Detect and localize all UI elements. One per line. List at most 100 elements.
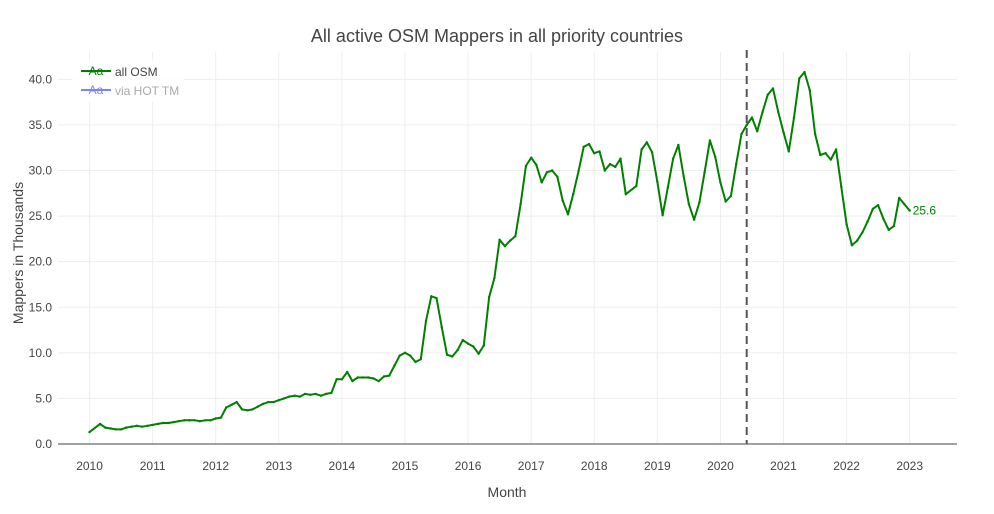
x-axis-title: Month [488,484,527,500]
data-point [261,402,265,406]
data-point [750,116,754,119]
data-point [740,132,743,136]
legend-swatch-glyph-all-osm: Aa [89,64,104,78]
data-point [230,403,233,406]
legend-swatch-glyph-via-hot-tm: Aa [89,83,104,97]
data-point [666,186,669,189]
data-point [798,77,801,80]
data-point [903,203,906,206]
data-point [577,170,580,173]
data-point [771,87,775,90]
y-tick-label: 25.0 [29,209,53,223]
data-point [440,326,443,329]
data-point [351,379,354,383]
data-point [225,406,228,409]
data-point [356,376,359,379]
data-point [125,426,128,429]
data-point [466,342,470,345]
data-point [829,158,832,161]
data-point [608,162,612,166]
data-point [319,394,323,397]
data-point [309,393,312,396]
data-point [456,348,459,352]
data-point [277,399,280,402]
data-point [172,420,175,424]
x-tick-label: 2019 [644,459,671,473]
data-point [282,397,286,400]
y-tick-label: 5.0 [35,391,52,405]
data-point [409,354,412,357]
data-point [840,185,843,189]
data-point [482,344,485,347]
data-point [214,417,217,420]
data-point [561,199,564,202]
legend-item-all-osm[interactable]: Aa all OSM [81,64,158,79]
data-point [298,395,301,398]
data-point [556,175,559,179]
data-point [240,408,244,411]
data-point [656,180,659,183]
data-point [367,376,370,379]
x-axis-ticks: 2010 2011 2012 2013 2014 2015 2016 2017 2018 2019… [76,459,923,473]
data-point [382,375,386,378]
legend-label-all-osm: all OSM [115,65,158,79]
data-point [314,392,317,396]
data-point [766,93,769,97]
data-point [256,405,259,408]
end-value-label-group: 25.6 [913,204,937,218]
data-point [698,201,701,204]
data-point [719,181,722,184]
data-point [587,142,591,146]
y-tick-label: 30.0 [29,164,53,178]
data-point [572,193,575,196]
data-point [288,395,291,398]
data-point [346,370,349,374]
data-point [419,358,422,361]
data-point [708,139,712,142]
grid-lines [58,52,957,444]
data-point [393,364,396,367]
data-point [104,426,107,429]
data-point [692,218,696,221]
x-tick-label: 2018 [581,459,608,473]
data-point [535,163,538,167]
data-point [188,419,191,422]
legend: Aa all OSM Aa via HOT TM [72,60,184,102]
data-point [98,422,102,426]
data-point [650,151,654,154]
data-point [661,214,664,217]
data-point [167,421,170,425]
y-tick-label: 40.0 [29,72,53,86]
data-point [430,295,433,298]
data-point [414,360,417,364]
data-point [551,169,554,172]
data-point [130,425,133,428]
data-point [267,400,270,404]
data-point [303,392,307,396]
data-point [435,296,438,300]
data-point [614,165,617,169]
data-point [508,239,512,242]
legend-item-via-hot-tm[interactable]: Aa via HOT TM [81,83,179,98]
x-tick-label: 2017 [518,459,545,473]
data-point [813,132,817,136]
data-point [898,196,901,200]
data-point [519,203,522,206]
data-point [335,378,338,381]
data-point [377,379,380,383]
data-point [177,420,181,423]
data-point [624,193,627,196]
y-axis-ticks: 0.0 5.0 10.0 15.0 20.0 25.0 30.0 35.0 40.0 [29,72,53,451]
data-point [824,152,827,155]
y-tick-label: 10.0 [29,346,53,360]
data-point [850,244,854,247]
data-point [198,420,202,423]
y-tick-label: 35.0 [29,118,53,132]
data-point [687,203,691,206]
data-point [246,409,249,412]
data-point [871,207,875,210]
data-point [855,239,859,242]
data-point [88,430,91,434]
data-point [892,224,896,228]
